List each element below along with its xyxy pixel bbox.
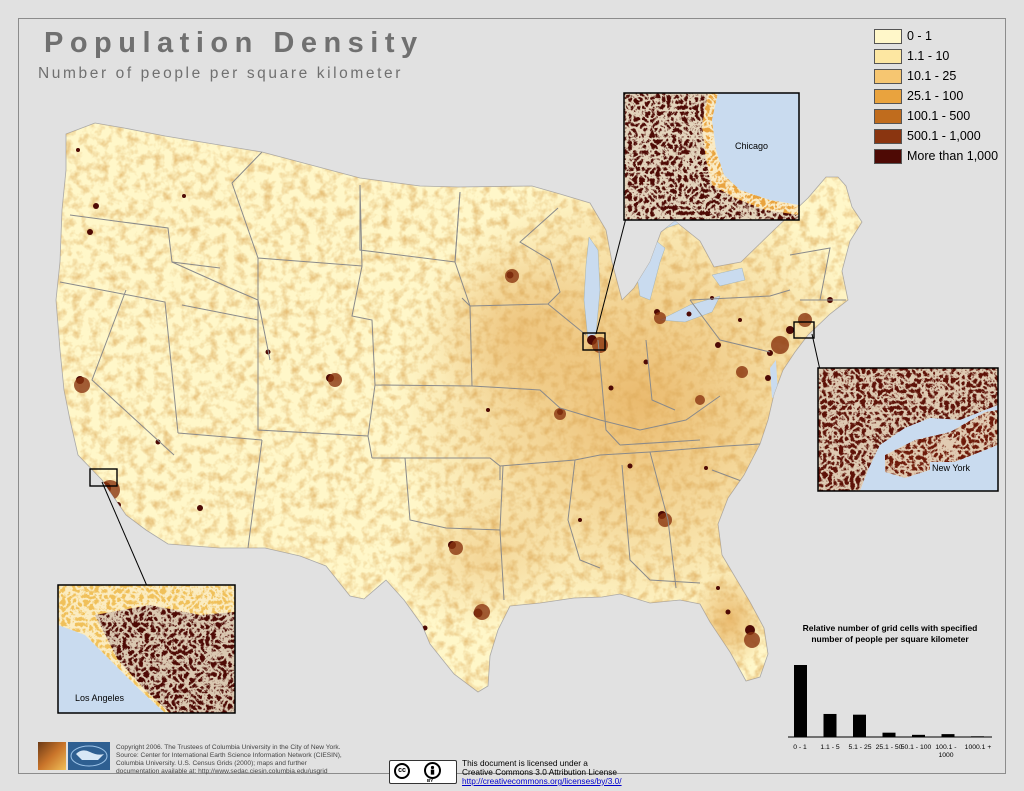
legend-label: 1.1 - 10 <box>907 49 950 63</box>
histogram-bar <box>941 734 955 737</box>
histogram-bars <box>794 665 984 737</box>
histogram-bar <box>823 713 837 737</box>
chicago-label: Chicago <box>733 140 771 152</box>
histogram-category-label: 25.1 - 50 <box>875 744 903 751</box>
histogram-category-label: 5.1 - 25 <box>848 744 872 751</box>
legend-label: 0 - 1 <box>907 29 933 43</box>
histogram-bar <box>882 732 896 737</box>
histogram-bar <box>912 734 925 737</box>
cc-icon: cc <box>394 763 410 779</box>
legend-item: 1.1 - 10 <box>874 46 998 66</box>
license-link[interactable]: http://creativecommons.org/licenses/by/3… <box>462 776 622 786</box>
legend-label: 10.1 - 25 <box>907 69 957 83</box>
inset-leader-lines <box>101 217 821 587</box>
legend-item: 100.1 - 500 <box>874 106 998 126</box>
license-line: This document is licensed under a <box>462 758 588 768</box>
legend-swatch <box>874 108 902 124</box>
legend-label: 100.1 - 500 <box>907 109 971 123</box>
legend-swatch <box>874 28 902 44</box>
legend-item: 500.1 - 1,000 <box>874 126 998 146</box>
newyork-label: New York <box>930 462 973 474</box>
histogram-title: Relative number of grid cells with speci… <box>802 623 978 644</box>
histogram-category-label: 100.1 - 1000 <box>935 744 957 759</box>
legend-item: 0 - 1 <box>874 26 998 46</box>
legend-swatch <box>874 128 902 144</box>
sedac-logo <box>38 742 66 770</box>
credit-line: Columbia University. U.S. Census Grids (… <box>116 760 307 767</box>
license-text: This document is licensed under a Creati… <box>462 759 622 786</box>
cc-badge[interactable]: cc BY <box>389 760 457 784</box>
legend-label: 25.1 - 100 <box>907 89 964 103</box>
legend-label: More than 1,000 <box>907 149 999 163</box>
histogram-category-label: 0 - 1 <box>793 744 807 751</box>
legend-swatch <box>874 48 902 64</box>
histogram-bar <box>853 714 866 737</box>
license-line: Creative Commons 3.0 Attribution License <box>462 767 617 777</box>
chicago-inset <box>623 92 800 221</box>
histogram-category-label: 1.1 - 5 <box>820 744 840 751</box>
by-person-icon <box>424 762 441 779</box>
legend-swatch <box>874 68 902 84</box>
legend-item: More than 1,000 <box>874 146 998 166</box>
legend-swatch <box>874 88 902 104</box>
legend-swatch <box>874 148 902 164</box>
map-title: Population Density <box>44 27 424 59</box>
legend-label: 500.1 - 1,000 <box>907 129 981 143</box>
map-subtitle: Number of people per square kilometer <box>38 65 404 82</box>
ciesin-logo <box>68 742 110 770</box>
credit-line: documentation available at: http://www.s… <box>116 768 328 775</box>
newyork-locator-box <box>793 321 815 339</box>
credit-line: Copyright 2006. The Trustees of Columbia… <box>116 744 341 751</box>
legend-item: 10.1 - 25 <box>874 66 998 86</box>
histogram-category-label: 50.1 - 100 <box>900 744 932 751</box>
la-label: Los Angeles <box>73 692 127 704</box>
by-label: BY <box>427 778 434 783</box>
chicago-locator-box <box>582 332 606 351</box>
la-locator-box <box>89 468 118 487</box>
credit-line: Source: Center for International Earth S… <box>116 752 342 759</box>
la-inset <box>57 584 236 714</box>
credits: Copyright 2006. The Trustees of Columbia… <box>116 744 366 776</box>
histogram-category-label: 1000.1 + <box>964 744 992 751</box>
histogram-bar <box>794 665 807 737</box>
map-frame <box>18 18 1006 774</box>
legend: 0 - 1 1.1 - 10 10.1 - 25 25.1 - 100 100.… <box>874 26 998 166</box>
legend-item: 25.1 - 100 <box>874 86 998 106</box>
